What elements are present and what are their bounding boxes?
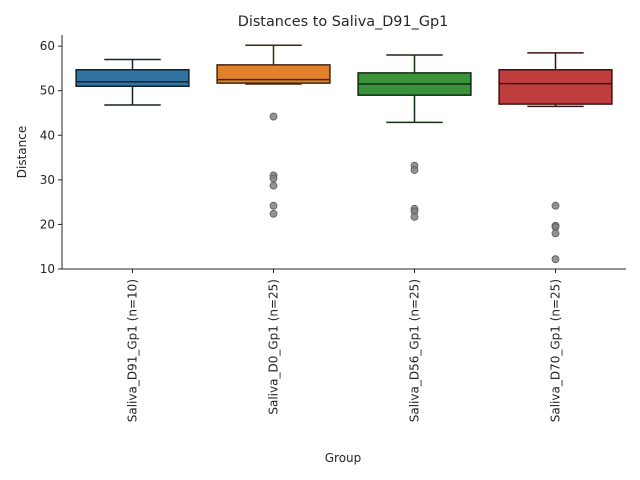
y-tick-label: 20 xyxy=(40,217,55,231)
outlier-point xyxy=(410,166,419,174)
outlier-point xyxy=(269,112,278,121)
box xyxy=(216,64,331,84)
outlier-point xyxy=(551,201,560,210)
y-tick-label: 60 xyxy=(40,39,55,53)
y-axis-label: Distance xyxy=(15,126,29,178)
outlier-point xyxy=(269,201,278,210)
x-tick-label: Saliva_D56_Gp1 (n=25) xyxy=(408,279,422,422)
x-axis-label: Group xyxy=(325,451,362,465)
outlier-point xyxy=(551,255,560,264)
y-tick-label: 50 xyxy=(40,84,55,98)
outlier-point xyxy=(269,181,278,190)
y-tick-label: 40 xyxy=(40,128,55,142)
outlier-point xyxy=(269,174,278,183)
y-tick-label: 10 xyxy=(40,262,55,276)
box xyxy=(498,69,613,105)
x-tick-label: Saliva_D91_Gp1 (n=10) xyxy=(126,279,140,422)
chart-title: Distances to Saliva_D91_Gp1 xyxy=(238,14,449,30)
y-tick-label: 30 xyxy=(40,173,55,187)
outlier-point xyxy=(410,212,419,221)
x-tick-label: Saliva_D0_Gp1 (n=25) xyxy=(267,279,281,415)
plot-area: 10 20 30 40 50 60 Saliva_D91_Gp1 (n=10) Saliva_… xyxy=(40,35,626,422)
x-tick-label: Saliva_D70_Gp1 (n=25) xyxy=(549,279,563,422)
outlier-point xyxy=(551,229,560,238)
box xyxy=(75,69,190,88)
outlier-point xyxy=(269,209,278,218)
